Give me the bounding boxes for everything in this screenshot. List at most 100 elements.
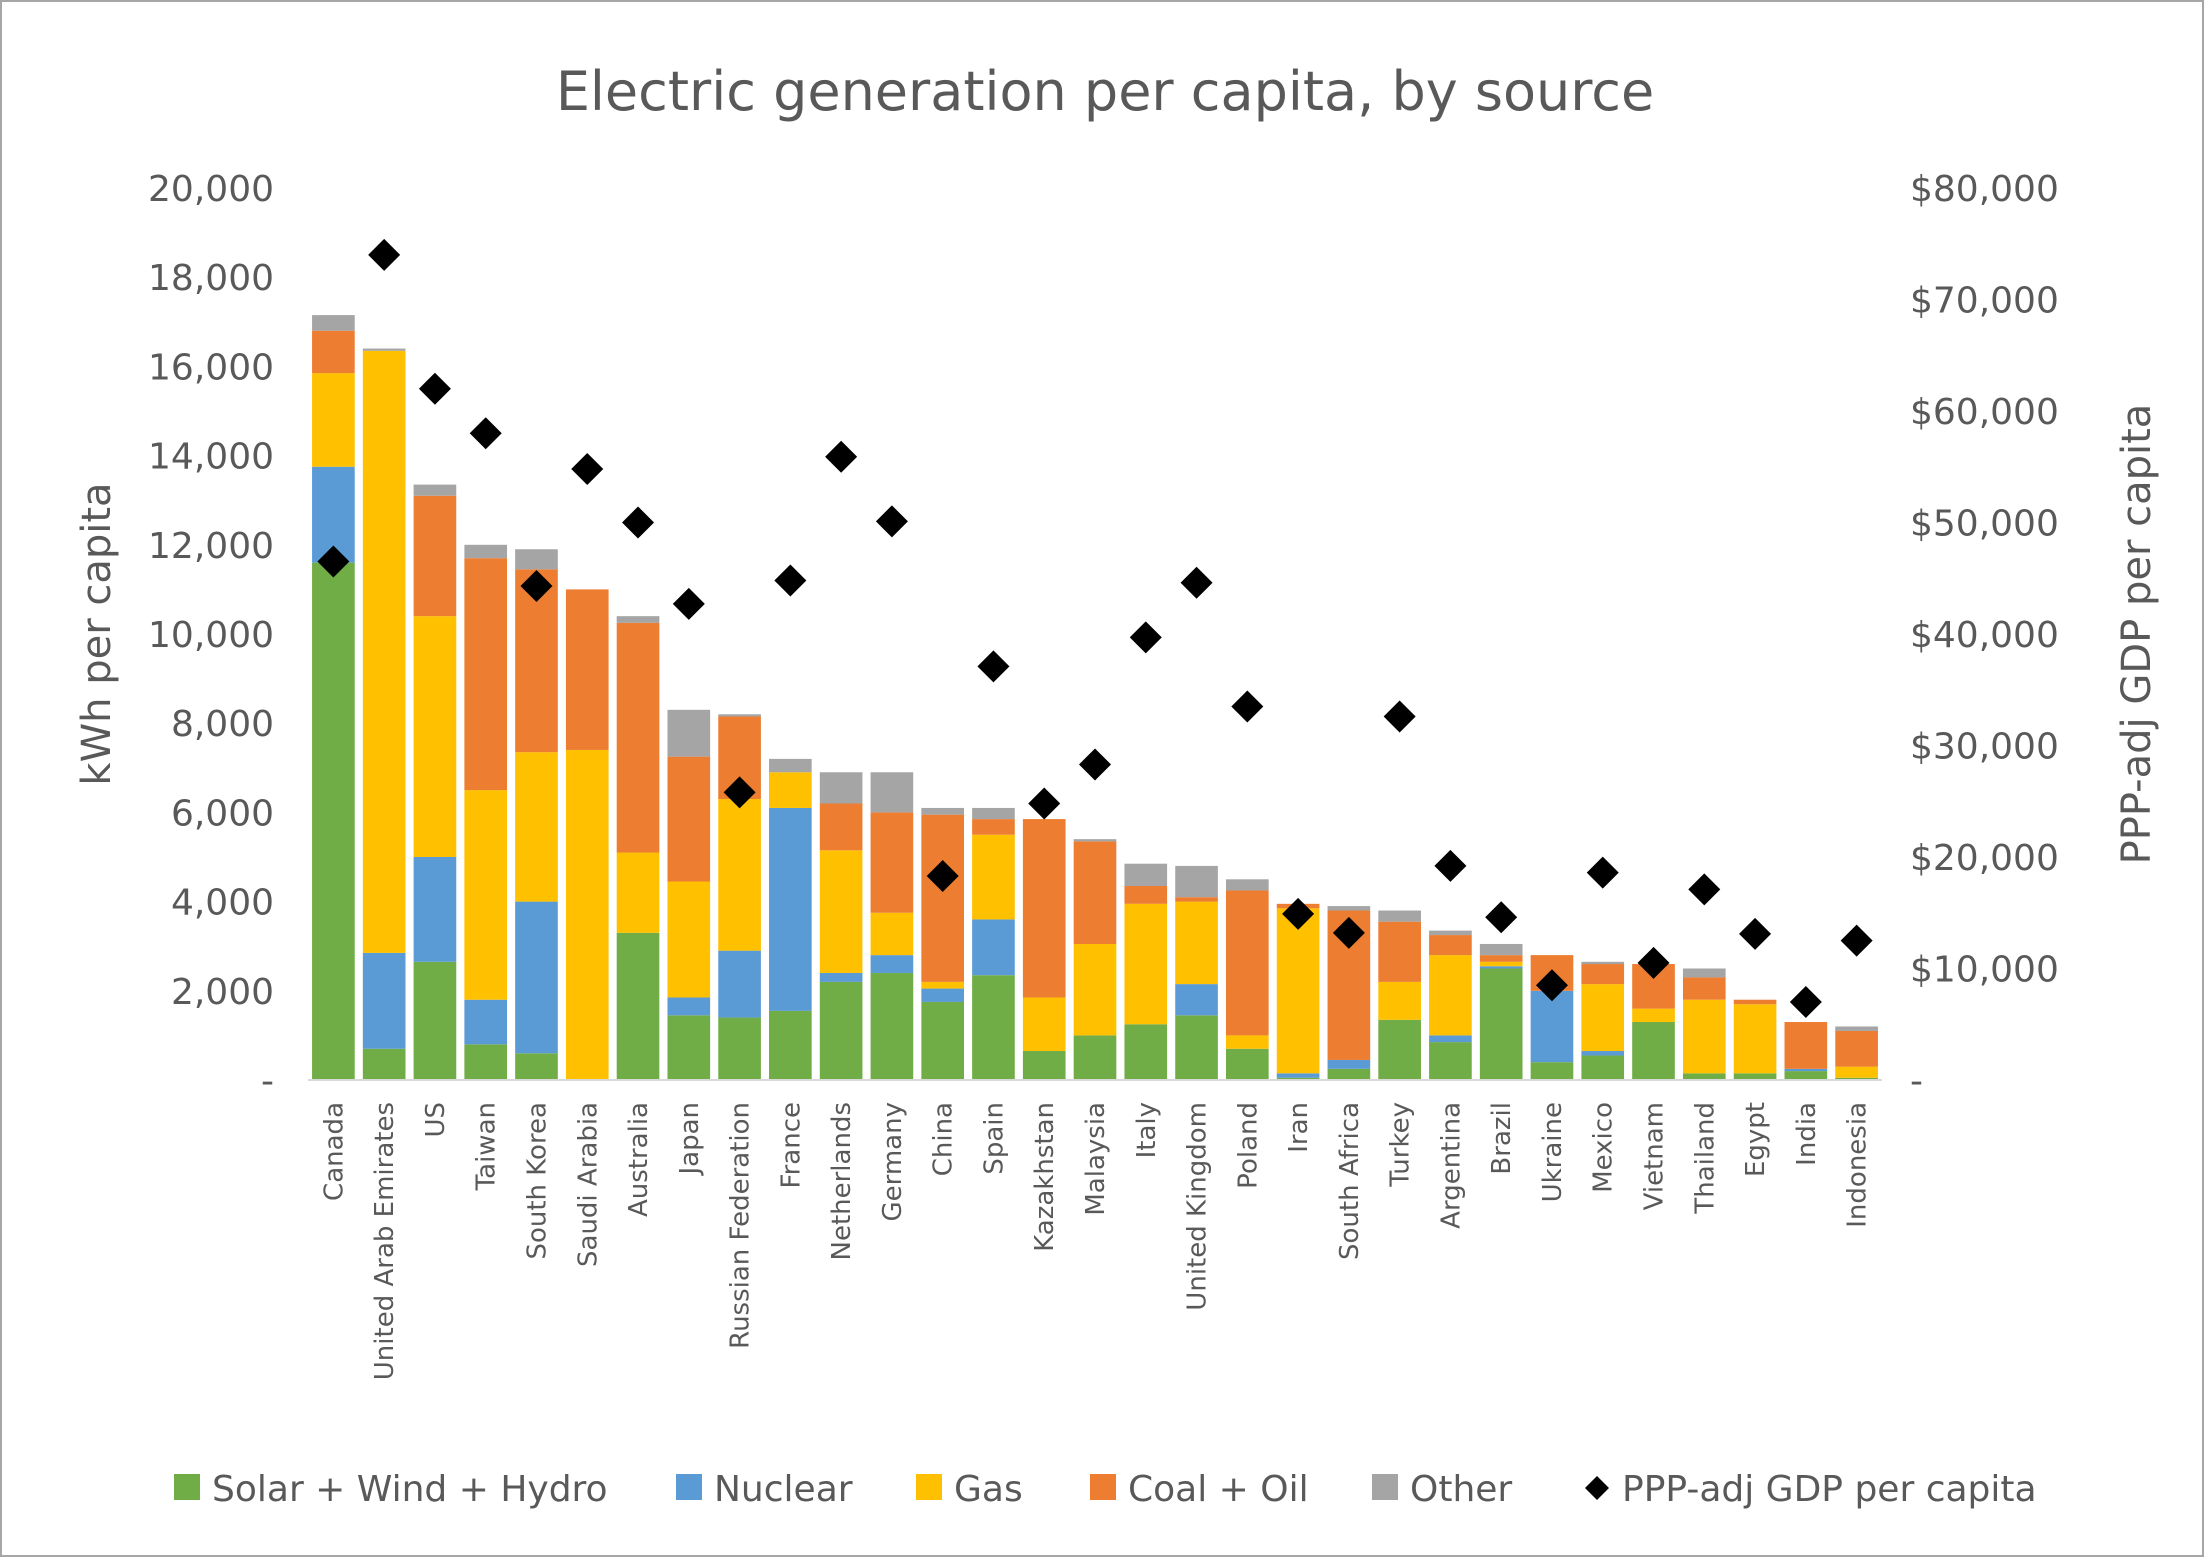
category-label: United Arab Emirates [370,1102,400,1380]
right-axis-title: PPP-adj GDP per capita [2114,404,2160,865]
bar-segment-nuclear [667,997,711,1016]
bar-segment-nuclear [515,901,558,1054]
gdp-marker [1383,700,1416,733]
bar-segment-solar-wind-hydro [870,972,914,1080]
bar-segment-gas [1124,903,1168,1025]
category-label: China [929,1102,959,1176]
legend-label: Gas [954,1469,1023,1510]
bar-segment-coal-oil [1073,841,1117,944]
category-label: Germany [878,1102,908,1222]
gdp-marker [571,452,604,485]
bar-segment-gas [1632,1008,1675,1023]
bar-segment-other [362,348,406,351]
bar-segment-solar-wind-hydro [1530,1062,1574,1080]
bar-segment-coal-oil [1682,977,1726,1000]
bar-segment-gas [1429,955,1472,1036]
bar-segment-gas [464,790,508,1000]
bar-segment-other [667,709,711,757]
bar-segment-gas [565,749,609,1080]
bar-segment-solar-wind-hydro [1733,1073,1777,1080]
gdp-marker [368,238,401,271]
bar-segment-coal-oil [1378,921,1421,982]
bar-segment-gas [819,850,863,973]
bar-segment-solar-wind-hydro [1073,1035,1117,1080]
left-axis-ticks: - 2,000 4,000 6,000 8,000 10,000 12,000 14,000 1… [148,169,274,1102]
bar-segment-solar-wind-hydro [1175,1015,1218,1080]
bar-segment-nuclear [1581,1051,1625,1056]
gdp-marker [1586,856,1619,889]
bar-segment-other [1124,863,1168,886]
bar-segment-solar-wind-hydro [1835,1077,1878,1080]
bar-segment-solar-wind-hydro [1682,1073,1726,1080]
bar-segment-nuclear [1429,1035,1472,1043]
bar-segment-solar-wind-hydro [464,1044,508,1080]
left-tick-label: 20,000 [148,169,274,210]
legend-label: Coal + Oil [1128,1469,1309,1510]
category-label: Iran [1284,1102,1314,1153]
bar-segment-gas [667,881,711,998]
bar-segment-nuclear [718,950,761,1018]
right-tick-label: $20,000 [1910,838,2059,879]
bar-segment-other [1682,968,1726,978]
gdp-marker [1434,849,1467,882]
category-label: Saudi Arabia [573,1102,603,1267]
gdp-marker [825,440,858,473]
bar-segment-solar-wind-hydro [1276,1077,1320,1080]
bar-segment-other [1327,906,1371,911]
bar-segment-solar-wind-hydro [413,961,457,1080]
gdp-marker [1129,621,1162,654]
category-label: South Korea [522,1102,552,1260]
bar-segment-gas [616,852,660,933]
gdp-marker [418,372,451,405]
bar-segment-other [1835,1026,1878,1031]
bar-segment-coal-oil [1124,885,1168,904]
bar-segment-nuclear [769,807,812,1011]
bar-segment-gas [312,373,355,467]
left-tick-label: 18,000 [148,258,274,299]
bar-segment-solar-wind-hydro [1225,1048,1269,1080]
bar-segment-gas [972,834,1015,920]
bar-segment-coal-oil [464,558,508,791]
bar-segment-coal-oil [1835,1030,1878,1067]
gdp-marker [1079,748,1111,781]
category-label: Japan [675,1102,705,1177]
bar-segment-nuclear [819,972,863,982]
gdp-marker [875,505,908,538]
bar-segment-nuclear [972,919,1015,976]
bar-segment-coal-oil [312,330,355,374]
category-label: US [421,1102,451,1138]
chart-title: Electric generation per capita, by sourc… [556,60,1654,123]
bar-segment-solar-wind-hydro [312,562,355,1080]
bar-segment-nuclear [464,999,508,1045]
left-tick-label: 8,000 [171,704,274,745]
bar-segment-coal-oil [819,803,863,851]
legend-swatch [916,1474,942,1500]
bar-segment-gas [769,772,812,808]
category-label: Taiwan [472,1102,502,1191]
bar-segment-solar-wind-hydro [1022,1051,1066,1080]
bar-segment-gas [921,981,965,989]
bar-segment-solar-wind-hydro [1429,1042,1472,1080]
bar-segment-gas [362,350,406,953]
bar-segment-other [1581,961,1625,965]
bar-segment-solar-wind-hydro [1378,1019,1421,1080]
gdp-marker [469,417,502,450]
bar-segment-gas [1175,901,1218,985]
category-label: Malaysia [1081,1102,1111,1216]
legend-swatch [1585,1476,1609,1500]
bar-segment-solar-wind-hydro [1479,968,1523,1080]
category-label: Canada [319,1102,349,1201]
gdp-marker [1688,873,1721,906]
bar-segment-nuclear [870,955,914,973]
category-label: Russian Federation [726,1102,756,1349]
legend-swatch [1372,1474,1398,1500]
bar-segment-gas [1733,1004,1777,1074]
bar-segment-solar-wind-hydro [515,1053,558,1080]
left-tick-label: 10,000 [148,615,274,656]
gdp-marker [1231,690,1264,723]
bar-segment-other [1073,839,1117,842]
bar-segment-coal-oil [413,495,457,617]
left-tick-label: 4,000 [171,883,274,924]
category-label: Argentina [1436,1102,1466,1229]
